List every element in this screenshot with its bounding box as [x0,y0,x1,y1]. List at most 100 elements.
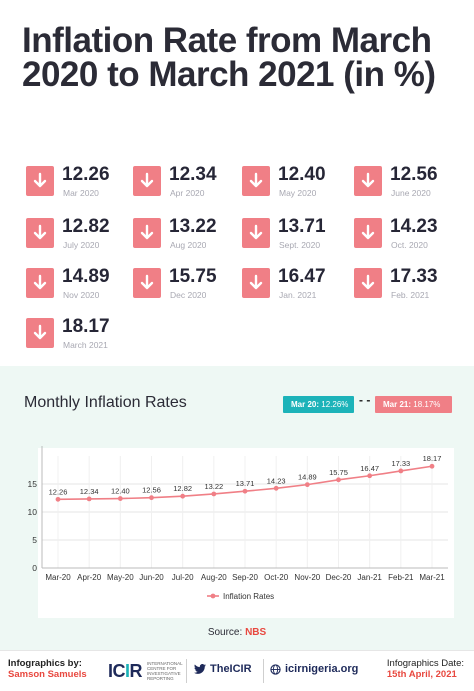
rate-value: 12.82 [62,216,110,237]
data-point [242,488,248,494]
infographic-date: Infographics Date: 15th April, 2021 [387,658,464,680]
data-point [304,482,310,488]
date-label: Infographics Date: [386,658,464,669]
y-tick-label: 15 [28,479,38,489]
data-point [336,477,341,483]
start-rate-key: Mar 20: [291,400,320,409]
page-title: Inflation Rate from March 2020 to March … [22,21,436,94]
arrow-down-icon [133,166,161,196]
data-label: 12.26 [49,487,68,496]
rate-value: 14.23 [390,216,438,237]
arrow-down-icon [26,218,54,248]
rate-month: Jan. 2021 [279,290,317,300]
x-tick-label: Dec-20 [326,573,352,582]
rate-month: Aug 2020 [170,240,207,250]
x-tick-label: Aug-20 [201,573,227,582]
rate-month: May 2020 [279,188,317,198]
rate-tile: 14.89 Nov 2020 [26,266,136,310]
x-tick-label: Jan-21 [357,573,382,582]
badge-separator: - - [359,393,371,407]
source-prefix: Source: [207,627,243,638]
rate-value: 16.47 [278,266,326,287]
twitter-label: TheICIR [210,663,252,675]
rate-month: Mar 2020 [63,188,99,198]
rate-tile: 17.33 Feb. 2021 [354,266,464,310]
end-rate-key: Mar 21: [383,400,412,409]
rate-tile: 15.75 Dec 2020 [133,266,243,310]
footer-divider [263,659,264,683]
data-point [429,463,435,469]
website-link[interactable]: icirnigeria.org [270,663,358,675]
x-tick-label: Apr-20 [77,573,102,582]
legend-marker [210,593,216,599]
rate-value: 15.75 [169,266,217,287]
rate-month: July 2020 [63,240,100,250]
arrow-down-icon [26,268,54,298]
arrow-down-icon [354,166,382,196]
source-name: NBS [245,627,267,638]
end-rate-value: 18.17% [413,400,441,409]
y-tick-label: 10 [28,507,38,517]
footer: Infographics by: Samson Samuels ICIR INT… [0,650,474,691]
rate-month: Dec 2020 [170,290,207,300]
arrow-down-icon [26,318,54,348]
y-tick-label: 5 [32,535,37,545]
arrow-down-icon [133,268,161,298]
data-point [273,485,279,491]
rate-month: Nov 2020 [63,290,100,300]
arrow-down-icon [242,218,270,248]
x-tick-label: Mar-21 [419,573,445,582]
rate-month: Feb. 2021 [391,290,430,300]
rate-tile: 12.26 Mar 2020 [26,164,136,208]
data-point [55,496,61,502]
legend-label: Inflation Rates [223,592,274,601]
rate-month: Oct. 2020 [391,240,428,250]
credit-name: Samson Samuels [8,669,87,680]
rate-month: Sept. 2020 [279,240,321,250]
rate-value: 17.33 [390,266,438,287]
rate-tile: 18.17 March 2021 [26,316,136,360]
rate-month: June 2020 [391,188,431,198]
credit-label: Infographics by: [8,658,82,669]
arrow-down-icon [242,166,270,196]
x-tick-label: Nov-20 [294,573,320,582]
data-label: 15.75 [329,468,348,477]
logo-tagline: INTERNATIONAL CENTRE FOR INVESTIGATIVE R… [147,661,183,681]
rate-tile: 12.34 Apr 2020 [133,164,243,208]
data-label: 12.56 [142,486,161,495]
date-value: 15th April, 2021 [386,669,457,680]
y-tick-label: 0 [32,563,37,573]
rate-tile: 12.56 June 2020 [354,164,464,208]
arrow-down-icon [354,268,382,298]
rate-tile: 16.47 Jan. 2021 [242,266,352,310]
data-point [367,473,373,479]
data-point [211,491,217,497]
rate-tile: 14.23 Oct. 2020 [354,216,464,260]
data-label: 13.71 [236,479,255,488]
arrow-down-icon [354,218,382,248]
data-label: 14.23 [267,476,286,485]
arrow-down-icon [133,218,161,248]
x-tick-label: Oct-20 [264,573,289,582]
end-rate-badge: Mar 21: 18.17% [375,396,452,413]
rate-tile: 12.40 May 2020 [242,164,352,208]
x-tick-label: Jun-20 [139,573,164,582]
x-tick-label: May-20 [107,573,134,582]
data-label: 12.40 [111,487,130,496]
chart-heading: Monthly Inflation Rates [24,394,187,411]
rate-value: 12.34 [169,164,217,185]
line-chart: 0 5 10 15 Mar-20 Apr-20 May-20 Jun-20 Jul-20 Aug-… [28,446,448,601]
data-label: 12.82 [173,484,192,493]
x-tick-label: Mar-20 [45,573,71,582]
x-tick-label: Feb-21 [388,573,414,582]
twitter-handle[interactable]: TheICIR [194,663,252,675]
logo-mark: ICIR [108,660,143,681]
rate-value: 18.17 [62,316,110,337]
rate-tile: 13.22 Aug 2020 [133,216,243,260]
x-tick-label: Jul-20 [172,573,194,582]
arrow-down-icon [26,166,54,196]
data-label: 12.34 [80,487,99,496]
rate-value: 14.89 [62,266,110,287]
icir-logo: ICIR INTERNATIONAL CENTRE FOR INVESTIGAT… [108,657,185,685]
twitter-icon [194,664,206,674]
